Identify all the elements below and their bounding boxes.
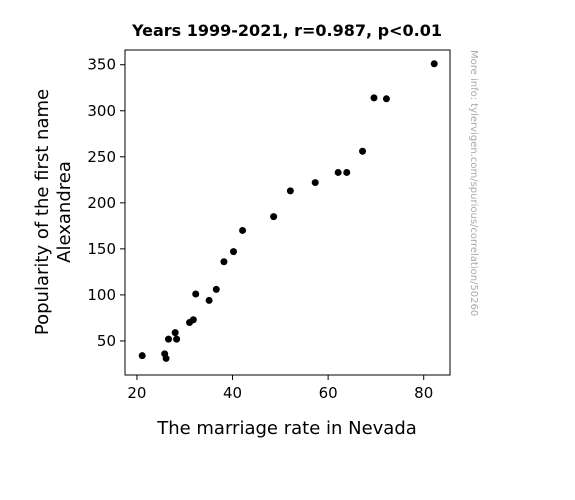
x-tick-label: 20 [127, 384, 146, 402]
x-tick-label: 60 [319, 384, 338, 402]
data-point [162, 354, 170, 362]
data-point [229, 248, 237, 256]
data-point [286, 187, 294, 195]
y-tick-label: 250 [87, 148, 116, 166]
x-axis-label: The marriage rate in Nevada [156, 418, 417, 439]
y-tick-label: 150 [87, 240, 116, 258]
y-tick-label: 350 [87, 56, 116, 74]
x-axis: 20 40 60 80 [127, 375, 433, 402]
y-tick-label: 200 [87, 194, 116, 212]
y-axis: 50 100 150 200 250 300 350 [87, 56, 125, 350]
y-tick-label: 100 [87, 286, 116, 304]
data-point [343, 168, 351, 176]
data-point [311, 179, 319, 187]
chart-title: Years 1999-2021, r=0.987, p<0.01 [131, 21, 442, 40]
x-tick-label: 80 [414, 384, 433, 402]
data-point [192, 290, 200, 298]
y-axis-label-line-1: Popularity of the first name [32, 89, 53, 335]
data-point [382, 95, 390, 103]
plot-area [124, 49, 451, 376]
data-point [189, 316, 197, 324]
source-watermark: More info: tylervigen.com/spurious/corre… [468, 50, 479, 316]
y-axis-label: Popularity of the first name Alexandrea [32, 89, 75, 335]
data-point [173, 335, 181, 343]
data-point [359, 147, 367, 155]
data-point [239, 226, 247, 234]
y-axis-label-line-2: Alexandrea [54, 161, 75, 263]
x-tick-label: 40 [223, 384, 242, 402]
y-tick-label: 50 [97, 332, 116, 350]
data-point [220, 258, 228, 266]
y-tick-label: 300 [87, 102, 116, 120]
data-point [370, 94, 378, 102]
data-point [164, 335, 172, 343]
data-point [334, 168, 342, 176]
data-point [430, 60, 438, 68]
data-point [171, 329, 179, 337]
data-points [138, 60, 438, 362]
data-point [205, 296, 213, 304]
data-point [212, 285, 220, 293]
data-point [270, 213, 278, 221]
data-point [138, 352, 146, 360]
